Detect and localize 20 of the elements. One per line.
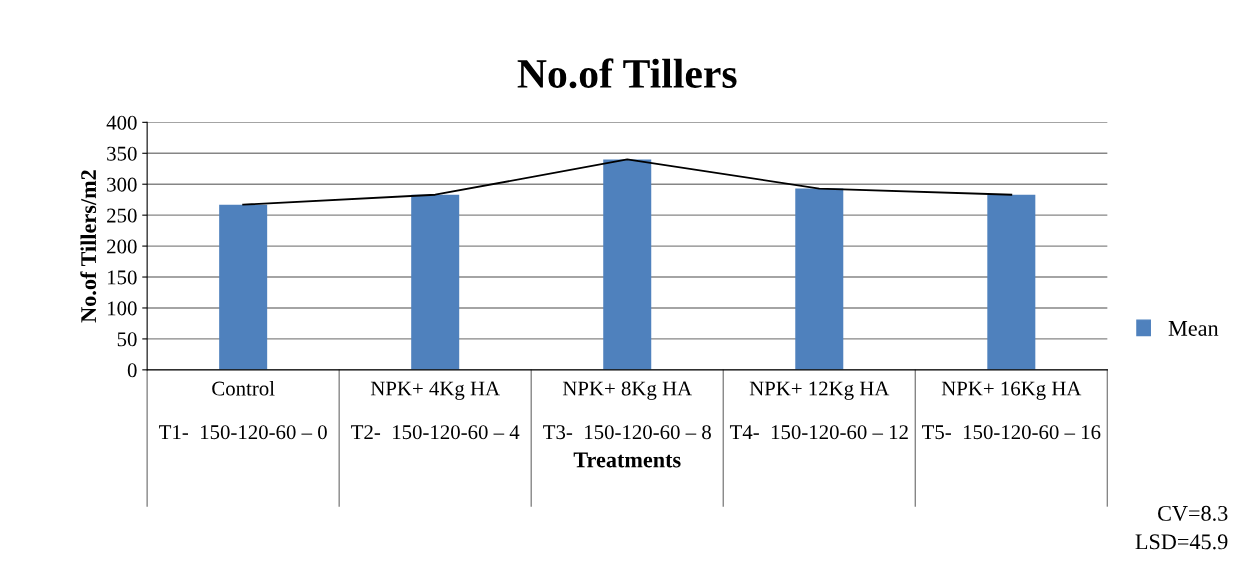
category-label: NPK+ 4Kg HA T2- 150-120-60 – 4 [351, 381, 520, 440]
y-tick-label: 200 [107, 239, 137, 254]
y-tick-label: 100 [108, 301, 137, 316]
y-tick-label: 0 [127, 363, 137, 378]
text: LSD=45.9 [1135, 534, 1228, 550]
text: CV=8.3 [1158, 505, 1228, 521]
legend-label: Mean [1168, 321, 1219, 336]
category-label: NPK+ 16Kg HA T5- 150-120-60 – 16 [922, 381, 1101, 440]
y-tick-label: 50 [117, 332, 137, 347]
y-tick-label: 300 [107, 177, 137, 192]
y-tick-label: 250 [107, 208, 137, 223]
category-label: Control T1- 150-120-60 – 0 [159, 380, 327, 440]
y-axis-title: No.of Tillers/m2 [80, 170, 97, 323]
category-label: NPK+ 8Kg HA T3- 150-120-60 – 8 [543, 381, 711, 440]
y-tick-label: 350 [107, 146, 137, 161]
y-tick-label: 400 [106, 115, 137, 130]
chart-title: No.of Tillers [517, 58, 737, 89]
x-axis-title: Treatments [573, 452, 681, 468]
y-tick-label: 150 [108, 270, 137, 285]
category-label: NPK+ 12Kg HA T4- 150-120-60 – 12 [729, 381, 908, 440]
